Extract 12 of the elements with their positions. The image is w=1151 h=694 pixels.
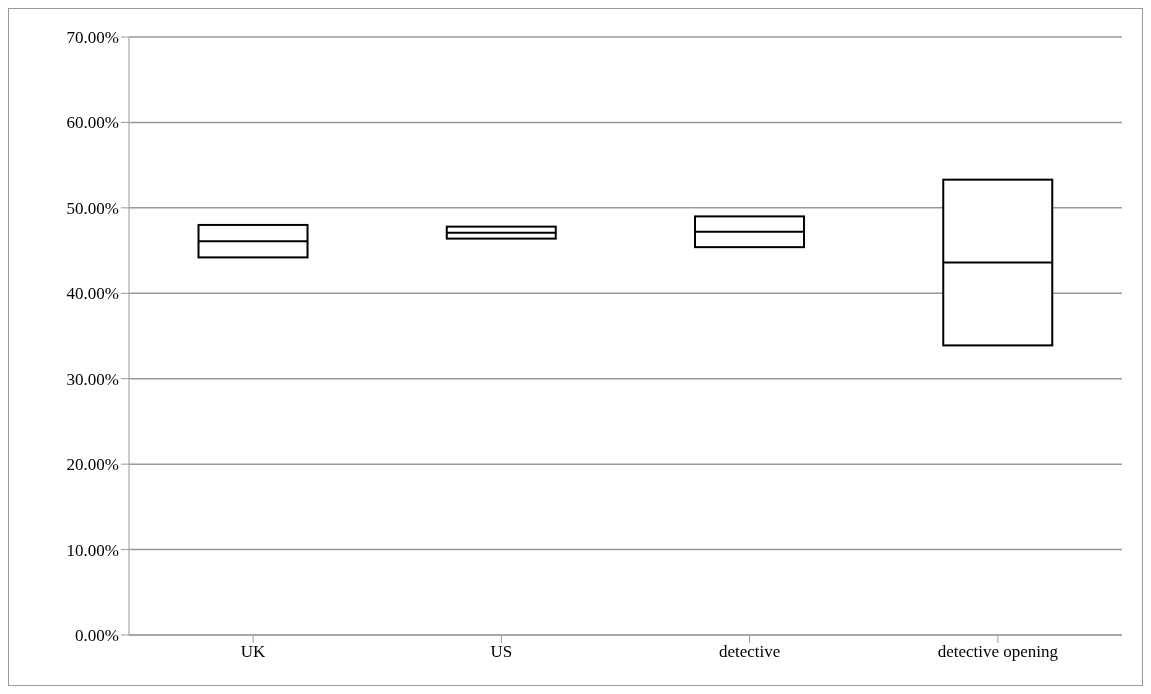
- y-tick-label: 70.00%: [66, 28, 119, 48]
- y-tick-label: 20.00%: [66, 455, 119, 475]
- y-tick-label: 30.00%: [66, 369, 119, 389]
- y-tick-label: 40.00%: [66, 284, 119, 304]
- y-tick-label: 50.00%: [66, 198, 119, 218]
- x-tick-label: US: [490, 642, 513, 662]
- y-tick-label: 10.00%: [66, 540, 119, 560]
- x-tick-label: UK: [240, 642, 267, 662]
- x-tick-label: detective: [718, 642, 781, 662]
- y-tick-label: 60.00%: [66, 113, 119, 133]
- y-tick-label: 0.00%: [75, 626, 119, 646]
- x-tick-label: detective opening: [937, 642, 1059, 662]
